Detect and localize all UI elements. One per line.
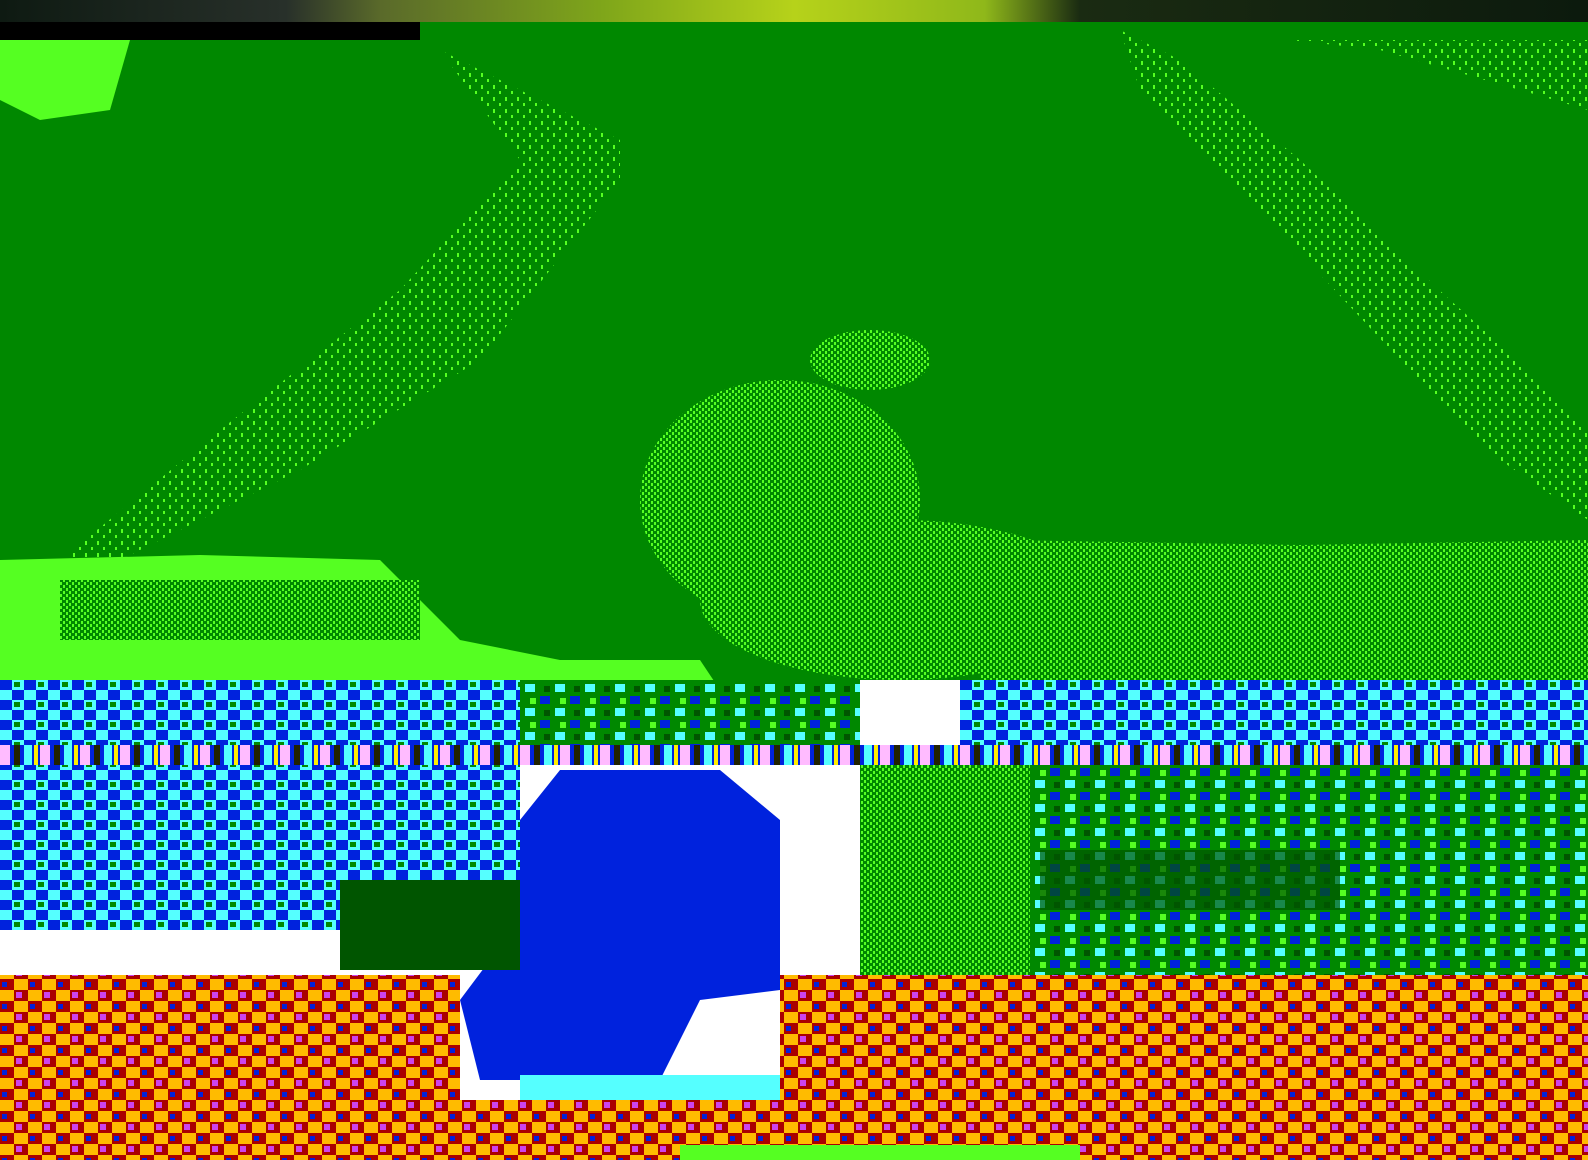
- glitch-band: [0, 745, 1588, 765]
- water-region-right: [960, 680, 1588, 750]
- top-green-band: [420, 22, 1588, 40]
- mixed-dither-center: [860, 765, 1030, 975]
- top-status-strip: [0, 0, 1588, 22]
- water-region-mid: [520, 680, 860, 750]
- blue-pool: [460, 770, 780, 1080]
- earth-region-right: [780, 975, 1588, 1160]
- earth-region-left: [0, 975, 460, 1160]
- path-right-dither: [1120, 30, 1588, 520]
- bush-cluster-top: [810, 330, 930, 390]
- blue-pool-highlight: [520, 1075, 780, 1100]
- bottom-grass-strip: [680, 1145, 1080, 1160]
- shrub-strip-right: [1040, 850, 1340, 910]
- grass-clump-right: [980, 540, 1588, 680]
- top-dark-panel: [0, 22, 420, 40]
- grass-highlight-topleft: [0, 40, 130, 120]
- shrub-strip: [340, 880, 520, 970]
- grass-highlight-topright: [1290, 40, 1588, 110]
- path-left-dither: [60, 50, 620, 560]
- grass-clump-left-dither: [60, 580, 420, 640]
